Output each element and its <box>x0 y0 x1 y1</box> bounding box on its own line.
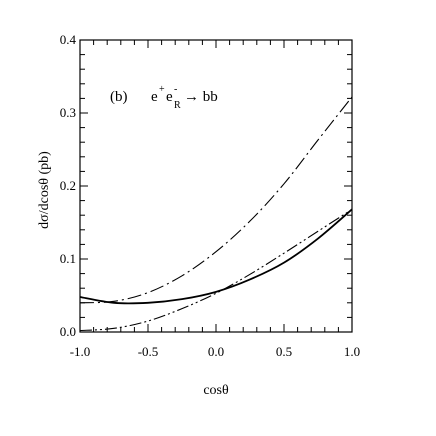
process-sup2: - <box>174 84 177 95</box>
tick-marks <box>79 39 353 333</box>
process-sub: R <box>174 100 181 111</box>
process-suffix: → bb <box>184 89 218 105</box>
y-tick-label: 0.2 <box>60 178 76 193</box>
y-tick-label: 0.3 <box>60 105 76 120</box>
x-tick-label: 1.0 <box>344 344 360 359</box>
series-lines <box>79 96 353 332</box>
series-line-solid <box>79 208 353 305</box>
panel-label: (b) <box>110 89 128 105</box>
series-line-dash-dot <box>79 96 353 304</box>
plot-frame <box>79 39 353 333</box>
x-tick-label: -0.5 <box>138 344 159 359</box>
process-mid: e <box>166 89 173 105</box>
process-prefix: e <box>151 89 158 105</box>
tick-labels: -1.0 -0.5 0.0 0.5 1.0 0.0 0.1 0.2 0.3 0.4 <box>60 32 360 359</box>
process-sup1: + <box>159 84 165 95</box>
y-tick-label: 0.4 <box>60 32 77 47</box>
y-tick-label: 0.1 <box>60 251 76 266</box>
x-tick-label: -1.0 <box>70 344 91 359</box>
x-tick-label: 0.0 <box>208 344 224 359</box>
x-axis-title: cosθ <box>203 383 229 398</box>
y-axis-title: dσ/dcosθ (pb) <box>37 151 52 229</box>
x-tick-label: 0.5 <box>276 344 292 359</box>
process-label: e + e - R → bb <box>151 84 218 111</box>
y-tick-label: 0.0 <box>60 324 76 339</box>
series-line-dash-dot-dot <box>79 208 353 332</box>
